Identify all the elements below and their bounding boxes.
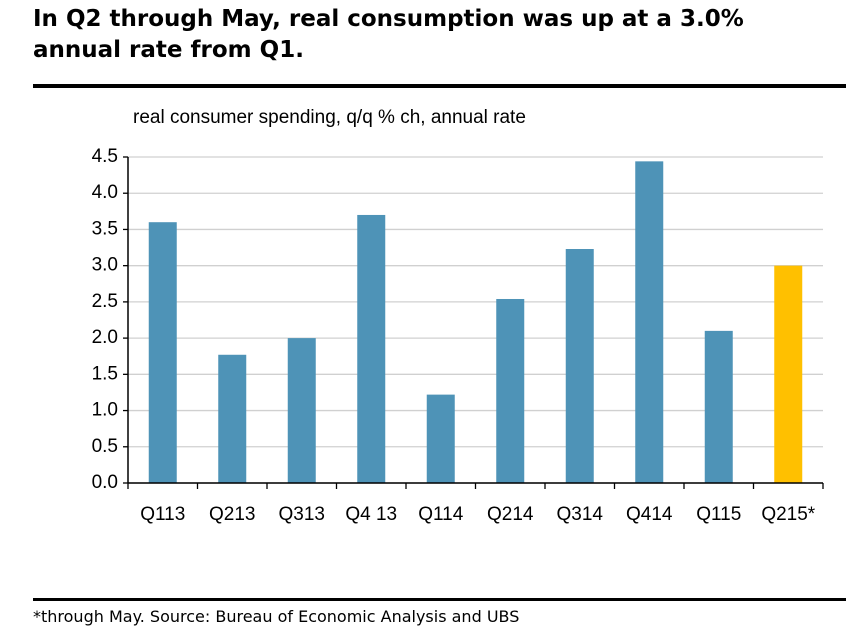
bottom-rule bbox=[33, 598, 846, 601]
x-tick-label: Q113 bbox=[140, 504, 185, 525]
x-tick-label: Q4 13 bbox=[345, 504, 397, 525]
x-tick-label: Q314 bbox=[557, 504, 604, 525]
bar bbox=[704, 330, 733, 483]
x-tick-label: Q414 bbox=[626, 504, 673, 525]
chart-title: In Q2 through May, real consumption was … bbox=[33, 6, 744, 63]
bar bbox=[218, 354, 247, 483]
bar bbox=[426, 394, 455, 483]
y-tick-label: 0.0 bbox=[92, 472, 118, 493]
bar bbox=[357, 214, 386, 483]
x-tick-label: Q115 bbox=[696, 504, 741, 525]
x-tick-label: Q114 bbox=[418, 504, 464, 525]
bar bbox=[287, 338, 316, 483]
x-tick-label: Q215* bbox=[761, 504, 815, 525]
y-tick-label: 3.5 bbox=[92, 218, 118, 239]
y-tick-label: 1.0 bbox=[92, 400, 118, 421]
x-tick-label: Q214 bbox=[487, 504, 534, 525]
top-rule bbox=[33, 84, 846, 88]
bar bbox=[774, 265, 803, 483]
y-tick-label: 4.0 bbox=[92, 182, 118, 203]
bar bbox=[148, 222, 177, 483]
bar bbox=[635, 161, 664, 483]
y-tick-label: 0.5 bbox=[92, 436, 118, 457]
bar bbox=[565, 249, 594, 483]
y-tick-label: 2.0 bbox=[92, 327, 118, 348]
y-tick-label: 1.5 bbox=[92, 363, 118, 384]
y-tick-label: 4.5 bbox=[92, 146, 118, 167]
bar bbox=[496, 298, 525, 483]
x-tick-label: Q213 bbox=[209, 504, 255, 525]
y-tick-label: 2.5 bbox=[92, 291, 118, 312]
footnote: *through May. Source: Bureau of Economic… bbox=[33, 607, 520, 626]
y-axis-title: real consumer spending, q/q % ch, annual… bbox=[133, 107, 526, 128]
y-tick-label: 3.0 bbox=[92, 255, 118, 276]
x-tick-label: Q313 bbox=[279, 504, 325, 525]
